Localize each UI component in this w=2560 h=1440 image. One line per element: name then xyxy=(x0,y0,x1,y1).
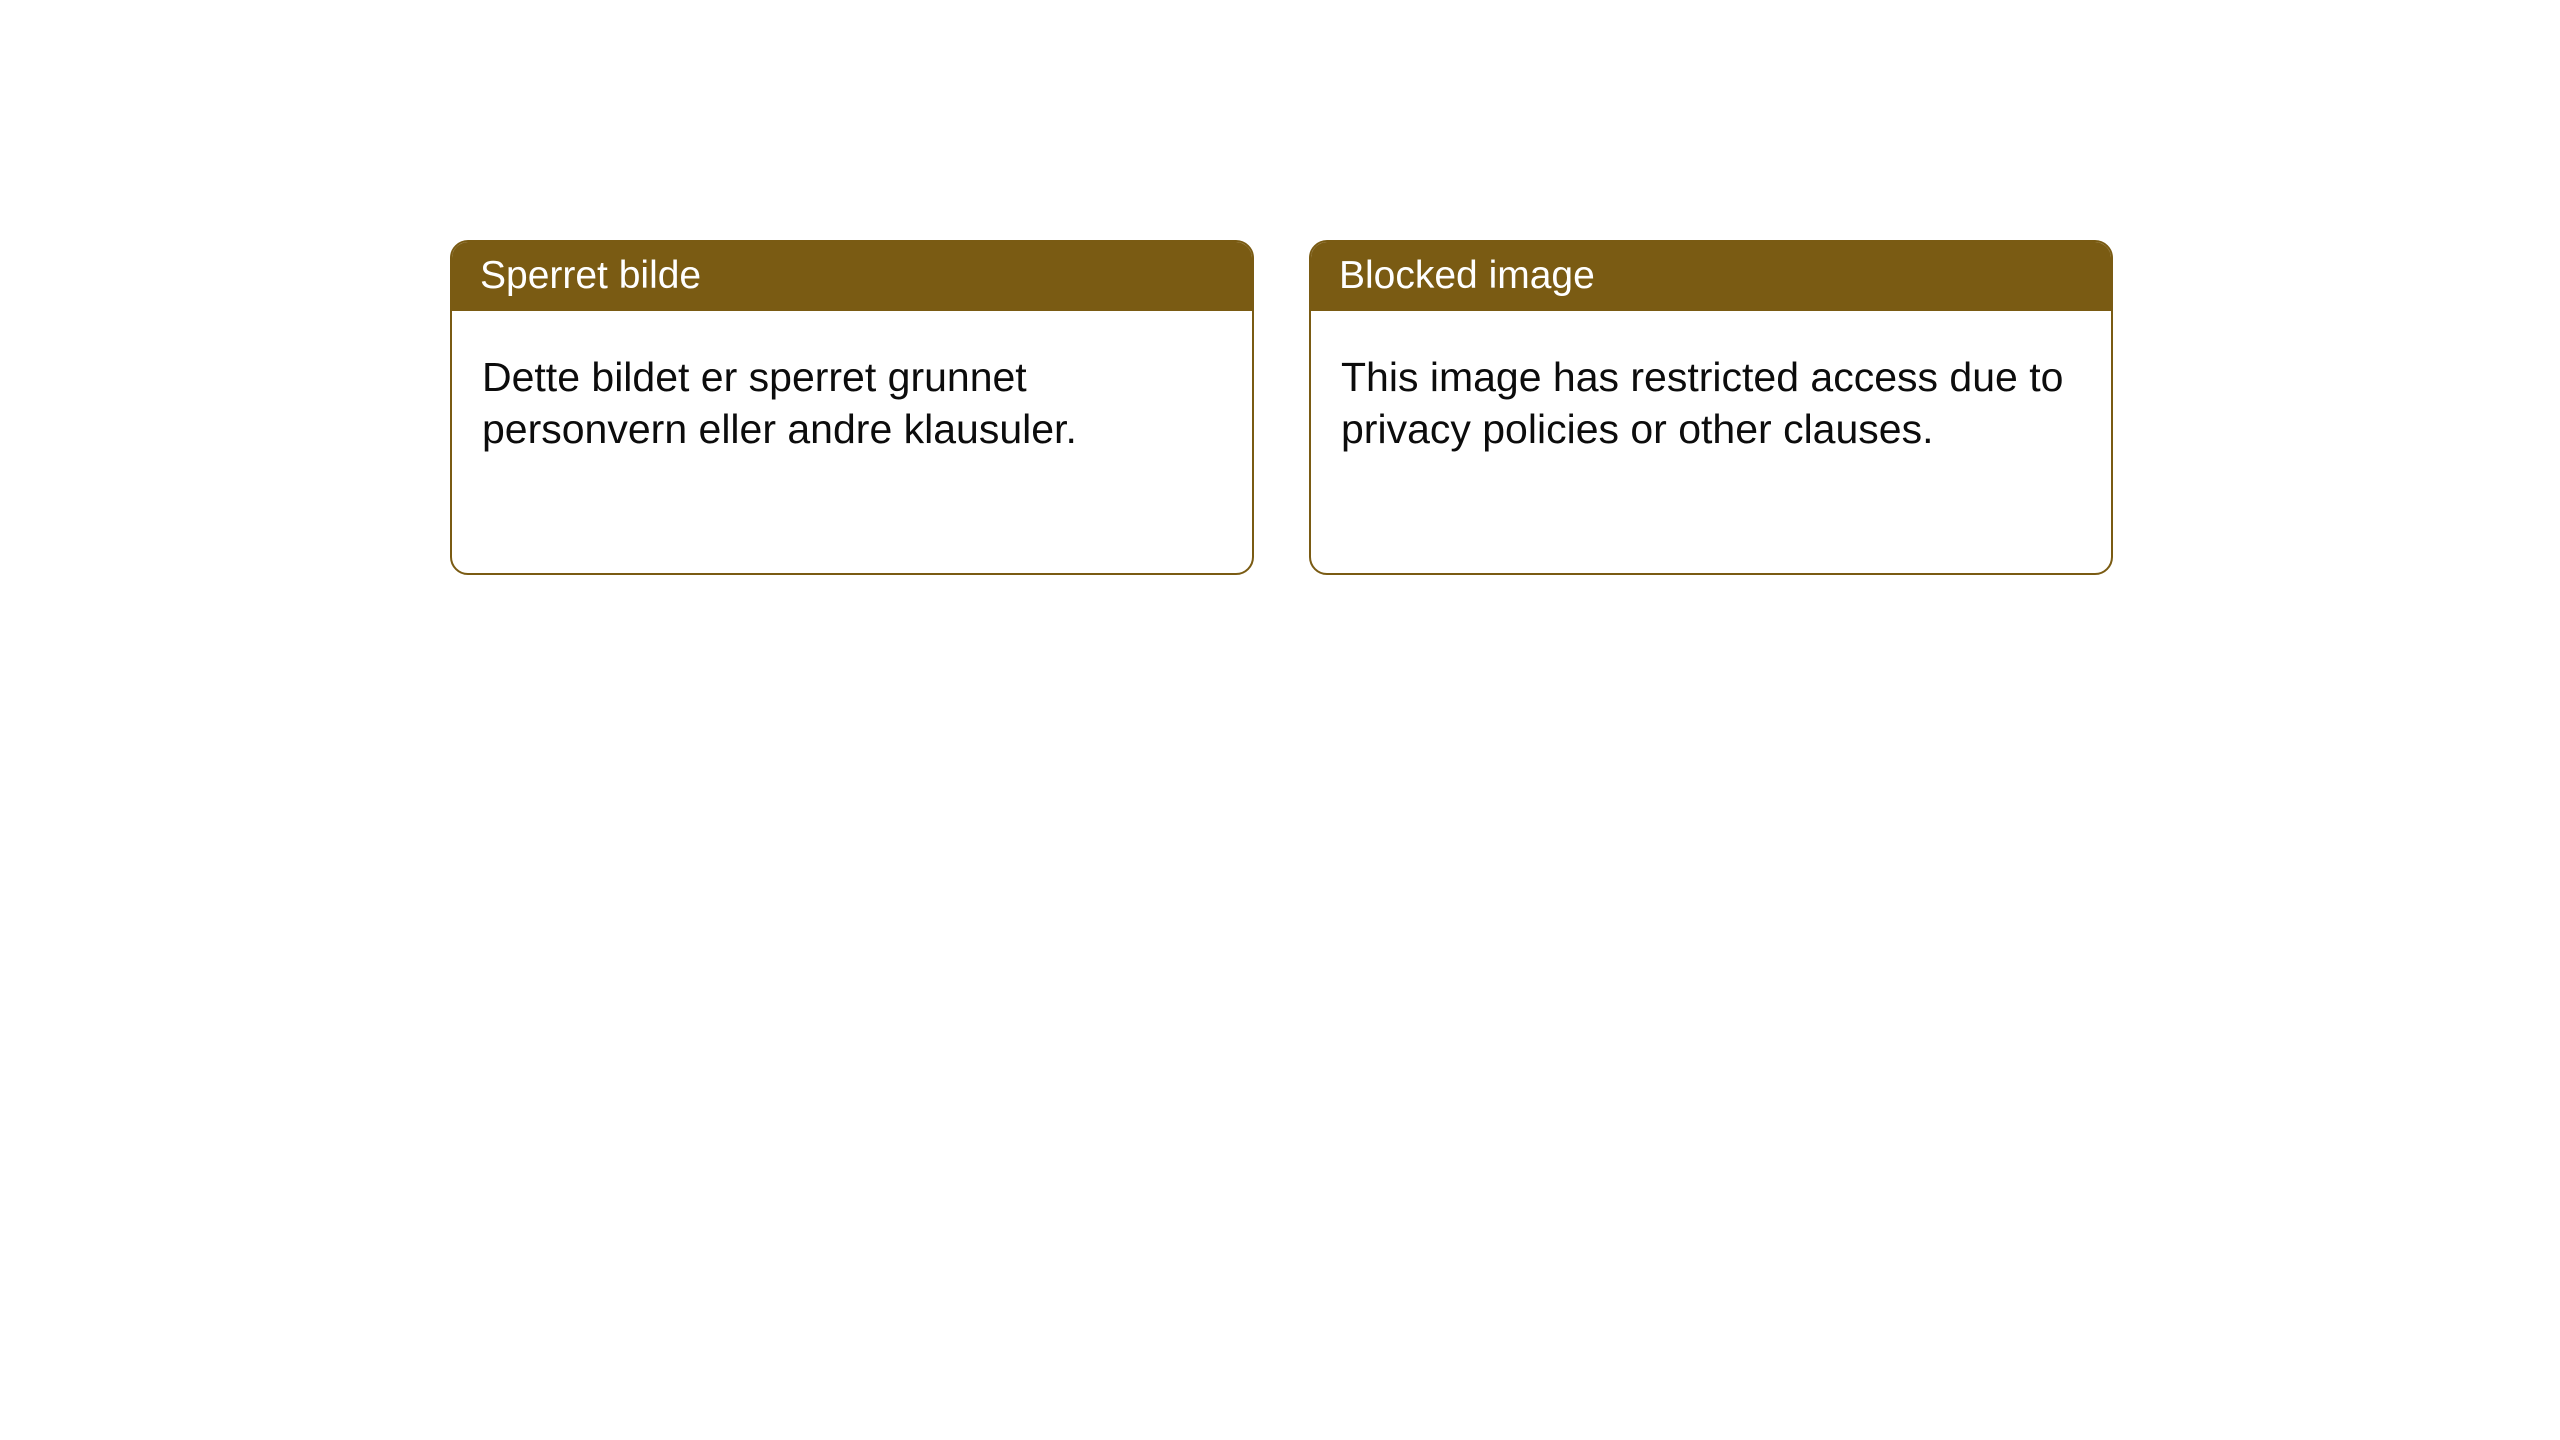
notice-card-norwegian: Sperret bilde Dette bildet er sperret gr… xyxy=(450,240,1254,575)
notice-body: This image has restricted access due to … xyxy=(1311,311,2111,486)
notice-container: Sperret bilde Dette bildet er sperret gr… xyxy=(0,0,2560,575)
notice-body: Dette bildet er sperret grunnet personve… xyxy=(452,311,1252,486)
notice-card-english: Blocked image This image has restricted … xyxy=(1309,240,2113,575)
notice-header: Blocked image xyxy=(1311,242,2111,311)
notice-header: Sperret bilde xyxy=(452,242,1252,311)
